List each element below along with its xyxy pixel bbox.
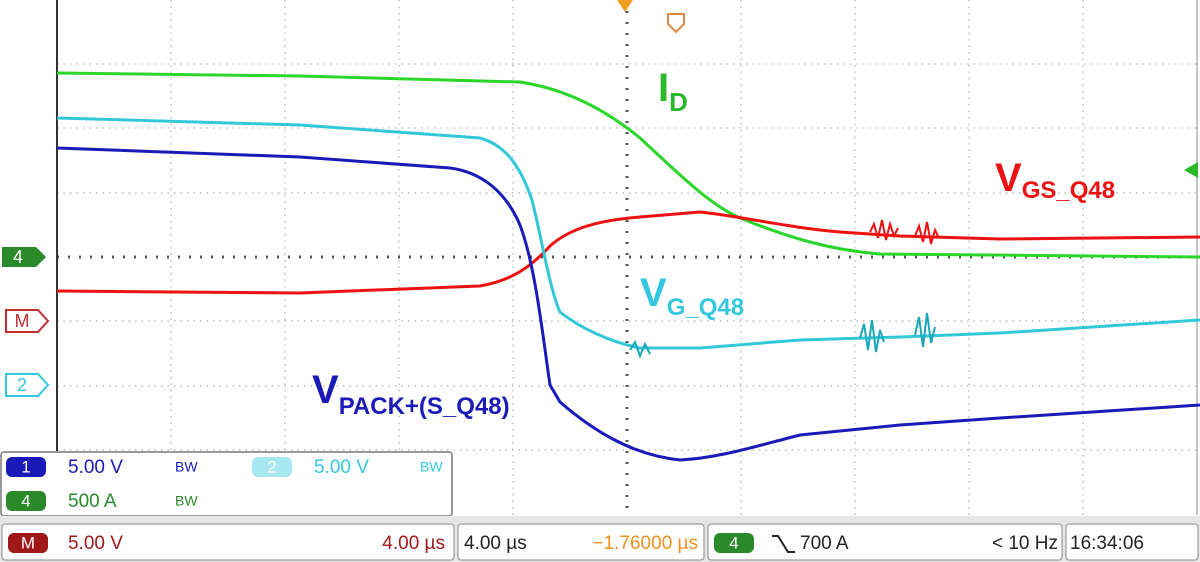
noise-burst — [869, 219, 940, 245]
trace-label: ID — [658, 66, 688, 117]
label-main: V — [312, 368, 339, 412]
trigger-marker — [667, 13, 685, 34]
label-main: I — [658, 66, 669, 110]
marker-label: 2 — [17, 375, 27, 395]
trace-label: VPACK+(S_Q48) — [312, 368, 510, 421]
math-timebase: 4.00 µs — [382, 533, 445, 554]
channel-badge — [252, 457, 292, 477]
trigger-frequency: < 10 Hz — [992, 533, 1058, 554]
math-scale: 5.00 V — [68, 533, 123, 554]
bw-limit: BW — [420, 459, 443, 475]
channel-scale: 5.00 V — [314, 457, 369, 478]
trace-vpack — [56, 146, 1200, 462]
clock: 16:34:06 — [1070, 533, 1144, 554]
horizontal-position: −1.76000 µs — [592, 533, 698, 554]
trigger-level: 700 A — [800, 533, 849, 554]
label-main: V — [640, 271, 667, 315]
label-sub: PACK+(S_Q48) — [339, 393, 510, 420]
channel-marker — [5, 309, 50, 333]
bw-limit: BW — [175, 459, 198, 475]
label-sub: D — [669, 87, 688, 117]
math-box — [1, 523, 455, 561]
channel-badge — [6, 457, 46, 477]
channel-scale: 5.00 V — [68, 457, 123, 478]
bw-limit: BW — [175, 493, 198, 509]
noise-burst — [629, 312, 936, 359]
trace-label: VGS_Q48 — [995, 156, 1115, 205]
math-id: M — [21, 533, 35, 552]
label-sub: GS_Q48 — [1022, 177, 1115, 204]
channel-id: 2 — [267, 457, 276, 476]
channel-badge — [714, 533, 754, 553]
channel-id: 1 — [21, 457, 30, 476]
trace-label: VG_Q48 — [640, 271, 744, 322]
horizontal-box — [457, 523, 705, 561]
timebase: 4.00 µs — [464, 533, 527, 554]
graticule — [57, 0, 1197, 515]
trace-vg — [56, 116, 1200, 350]
channel-marker — [2, 247, 46, 267]
trace-id — [56, 71, 1200, 259]
channel-marker — [5, 373, 50, 397]
channel-badge — [6, 491, 46, 511]
trigger-box — [707, 523, 1063, 561]
trigger-source: 4 — [729, 533, 738, 552]
clock-box — [1065, 523, 1199, 561]
label-main: V — [995, 156, 1022, 200]
marker-label: M — [15, 311, 30, 331]
marker-label: 4 — [13, 247, 23, 267]
channel-badge — [8, 533, 48, 553]
trigger-position-marker — [617, 0, 633, 12]
channel-scale: 500 A — [68, 491, 117, 512]
falling-edge-icon — [772, 535, 795, 553]
trace-vgs — [56, 210, 1200, 295]
trigger-level-marker — [1184, 162, 1198, 178]
label-sub: G_Q48 — [667, 294, 744, 321]
channel-id: 4 — [21, 491, 30, 510]
